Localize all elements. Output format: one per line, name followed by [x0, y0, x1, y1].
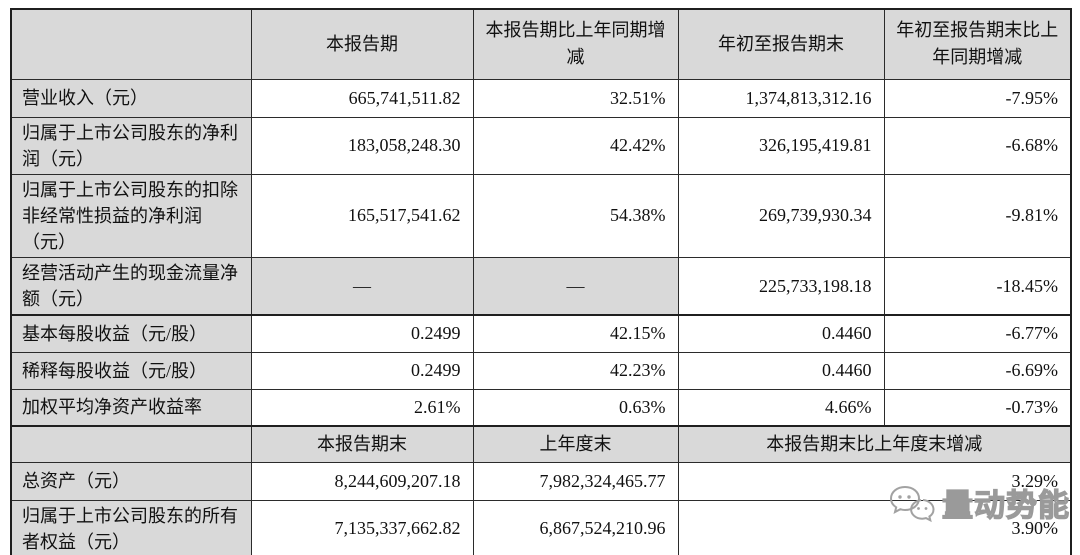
- row-label: 稀释每股收益（元/股）: [10, 351, 252, 390]
- cell-value: 42.42%: [472, 116, 679, 175]
- cell-value: -6.69%: [883, 351, 1072, 390]
- table-row-owners-equity: 归属于上市公司股东的所有者权益（元） 7,135,337,662.82 6,86…: [10, 499, 1072, 555]
- cell-value: -18.45%: [883, 256, 1072, 316]
- row-label: 总资产（元）: [10, 461, 252, 501]
- table-row-net-profit-excl-nonrecurring: 归属于上市公司股东的扣除非经常性损益的净利润（元） 165,517,541.62…: [10, 173, 1072, 258]
- row-label: 归属于上市公司股东的净利润（元）: [10, 116, 252, 175]
- cell-value: -9.81%: [883, 173, 1072, 258]
- header-blank: [10, 8, 252, 80]
- cell-value: -6.68%: [883, 116, 1072, 175]
- cell-value: 8,244,609,207.18: [250, 461, 474, 501]
- cell-value: -7.95%: [883, 78, 1072, 118]
- table-header-row-2: 本报告期末 上年度末 本报告期末比上年度末增减: [10, 425, 1072, 463]
- cell-value: 4.66%: [677, 388, 885, 427]
- header-ytd: 年初至报告期末: [677, 8, 885, 80]
- cell-value: 3.29%: [677, 461, 1072, 501]
- table-row-diluted-eps: 稀释每股收益（元/股） 0.2499 42.23% 0.4460 -6.69%: [10, 351, 1072, 390]
- cell-value: 665,741,511.82: [250, 78, 474, 118]
- cell-value: 54.38%: [472, 173, 679, 258]
- cell-value: 0.4460: [677, 351, 885, 390]
- table-row-total-assets: 总资产（元） 8,244,609,207.18 7,982,324,465.77…: [10, 461, 1072, 501]
- table-row-operating-cash-flow: 经营活动产生的现金流量净额（元） — — 225,733,198.18 -18.…: [10, 256, 1072, 316]
- table-row-basic-eps: 基本每股收益（元/股） 0.2499 42.15% 0.4460 -6.77%: [10, 314, 1072, 353]
- table-row-revenue: 营业收入（元） 665,741,511.82 32.51% 1,374,813,…: [10, 78, 1072, 118]
- row-label: 营业收入（元）: [10, 78, 252, 118]
- cell-value: 1,374,813,312.16: [677, 78, 885, 118]
- row-label: 归属于上市公司股东的扣除非经常性损益的净利润（元）: [10, 173, 252, 258]
- header-change-vs-last-year-end: 本报告期末比上年度末增减: [677, 425, 1072, 463]
- cell-value: 183,058,248.30: [250, 116, 474, 175]
- cell-value: 0.63%: [472, 388, 679, 427]
- row-label: 归属于上市公司股东的所有者权益（元）: [10, 499, 252, 555]
- cell-value: 32.51%: [472, 78, 679, 118]
- row-label: 加权平均净资产收益率: [10, 388, 252, 427]
- cell-value: 42.15%: [472, 314, 679, 353]
- row-label: 基本每股收益（元/股）: [10, 314, 252, 353]
- cell-value: -0.73%: [883, 388, 1072, 427]
- cell-value: -6.77%: [883, 314, 1072, 353]
- header-yoy-change: 本报告期比上年同期增减: [472, 8, 679, 80]
- cell-value: 0.2499: [250, 351, 474, 390]
- cell-value: 7,982,324,465.77: [472, 461, 679, 501]
- header-end-of-last-year: 上年度末: [472, 425, 679, 463]
- cell-dash: —: [250, 256, 474, 316]
- cell-dash: —: [472, 256, 679, 316]
- cell-value: 225,733,198.18: [677, 256, 885, 316]
- header-ytd-yoy-change: 年初至报告期末比上年同期增减: [883, 8, 1072, 80]
- cell-value: 0.4460: [677, 314, 885, 353]
- header-current-period: 本报告期: [250, 8, 474, 80]
- cell-value: 6,867,524,210.96: [472, 499, 679, 555]
- header-end-of-period: 本报告期末: [250, 425, 474, 463]
- header-blank: [10, 425, 252, 463]
- cell-value: 42.23%: [472, 351, 679, 390]
- cell-value: 0.2499: [250, 314, 474, 353]
- table-row-weighted-roe: 加权平均净资产收益率 2.61% 0.63% 4.66% -0.73%: [10, 388, 1072, 427]
- cell-value: 7,135,337,662.82: [250, 499, 474, 555]
- key-accounting-data-table: 本报告期 本报告期比上年同期增减 年初至报告期末 年初至报告期末比上年同期增减 …: [10, 8, 1072, 555]
- cell-value: 326,195,419.81: [677, 116, 885, 175]
- cell-value: 165,517,541.62: [250, 173, 474, 258]
- cell-value: 269,739,930.34: [677, 173, 885, 258]
- cell-value: 3.90%: [677, 499, 1072, 555]
- table-row-net-profit: 归属于上市公司股东的净利润（元） 183,058,248.30 42.42% 3…: [10, 116, 1072, 175]
- cell-value: 2.61%: [250, 388, 474, 427]
- table-header-row-1: 本报告期 本报告期比上年同期增减 年初至报告期末 年初至报告期末比上年同期增减: [10, 8, 1072, 80]
- row-label: 经营活动产生的现金流量净额（元）: [10, 256, 252, 316]
